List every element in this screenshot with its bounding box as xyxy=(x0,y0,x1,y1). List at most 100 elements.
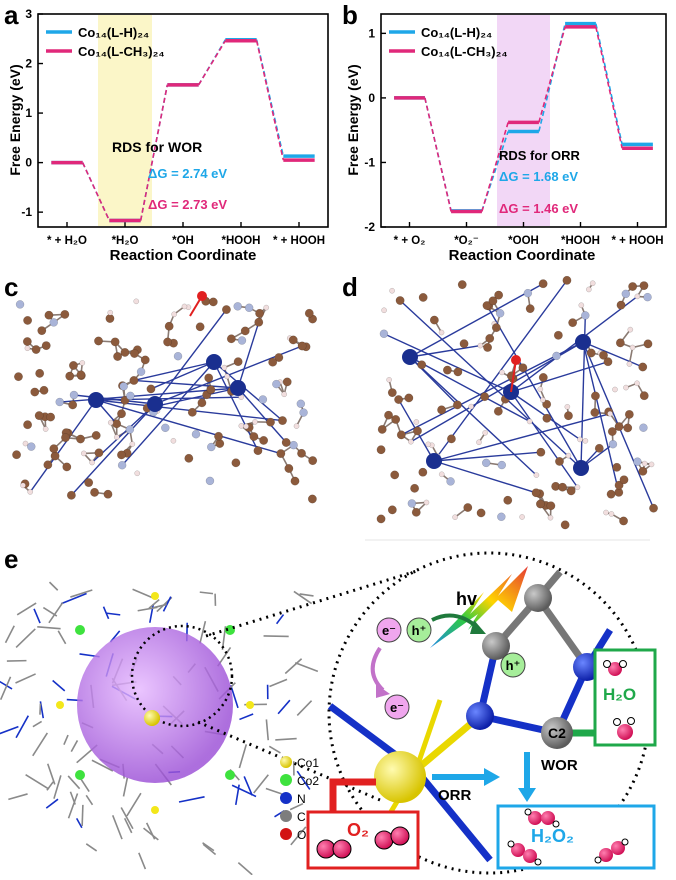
carbon-atom xyxy=(94,337,102,345)
cage-bond xyxy=(203,844,215,854)
oxygen-atom xyxy=(317,840,335,858)
cage-bond xyxy=(239,744,246,768)
cage-bond xyxy=(26,775,49,789)
co1-atom xyxy=(374,751,426,803)
legend-label-co14-l-h: Co₁₄(L-H)₂₄ xyxy=(78,25,149,40)
carbon-atom xyxy=(67,491,75,499)
y-tick-label: 1 xyxy=(368,26,375,40)
carbon-atom xyxy=(35,369,43,377)
carbon-atom xyxy=(649,504,657,512)
carbon-atom xyxy=(388,506,396,514)
nitrogen-atom xyxy=(16,300,24,308)
cage-bond xyxy=(0,727,18,734)
h2o2-label: H₂O₂ xyxy=(531,826,574,846)
carbon-atom xyxy=(405,394,413,402)
hydrogen-atom xyxy=(252,419,257,424)
cobalt-atom xyxy=(230,380,246,396)
carbon-atom xyxy=(391,415,399,423)
carbon-atom xyxy=(489,297,497,305)
panel-c-label: c xyxy=(4,272,18,302)
carbon-atom xyxy=(232,459,240,467)
hydrogen-atom xyxy=(243,424,248,429)
nitrogen-atom xyxy=(300,409,308,417)
hydrogen-atom xyxy=(527,419,532,424)
carbon-atom xyxy=(141,356,149,364)
carbon-atom xyxy=(42,341,50,349)
carbon-atom xyxy=(504,496,512,504)
cage-bond xyxy=(8,794,27,799)
hydrogen-atom xyxy=(612,387,617,392)
carbon-atom xyxy=(63,463,71,471)
hydrogen-atom xyxy=(381,308,386,313)
panel-b-legend: Co₁₄(L-H)₂₄ Co₁₄(L-CH₃)₂₄ xyxy=(389,25,508,59)
x-tick-label: *HOOH xyxy=(561,235,600,247)
cage-bond xyxy=(53,681,65,691)
carbon-atom xyxy=(40,386,48,394)
carbon-atom xyxy=(90,488,98,496)
hydrogen-atom xyxy=(577,437,582,442)
nitrogen-atom xyxy=(496,309,504,317)
carbon-atom xyxy=(282,438,290,446)
hydrogen-atom xyxy=(614,719,621,726)
carbon-atom xyxy=(391,471,399,479)
carbon-atom xyxy=(165,322,173,330)
cobalt-atom xyxy=(147,396,163,412)
y-tick-label: 1 xyxy=(25,106,32,120)
cavity-sphere xyxy=(77,627,233,783)
cage-bond xyxy=(48,764,55,785)
nitrogen-atom xyxy=(497,513,505,521)
carbon-atom xyxy=(61,433,69,441)
carbon-atom xyxy=(447,435,455,443)
nitrogen-atom xyxy=(126,425,134,433)
hydrogen-atom xyxy=(519,514,524,519)
carbon-atom xyxy=(209,298,217,306)
hydrogen-atom xyxy=(408,439,413,444)
cage-bond xyxy=(6,626,15,643)
carbon-atom xyxy=(227,335,235,343)
cage-bond xyxy=(50,582,58,590)
nitrogen-atom xyxy=(466,702,494,730)
hydrogen-atom xyxy=(476,440,481,445)
carbon-atom xyxy=(241,327,249,335)
cage-bond xyxy=(254,775,269,793)
carbon-atom xyxy=(537,448,545,456)
hydrogen-atom xyxy=(499,370,504,375)
cage-bond xyxy=(71,740,77,751)
carbon-atom xyxy=(477,509,485,517)
oxygen-atom xyxy=(375,831,393,849)
electron-transfer-arrow xyxy=(373,648,383,690)
carbon-atom xyxy=(555,457,563,465)
orr-label: ORR xyxy=(438,787,472,804)
cage-bond xyxy=(277,615,284,624)
nitrogen-atom xyxy=(70,391,78,399)
legend-co2: Co2 xyxy=(297,774,319,788)
co1-atom xyxy=(56,701,64,709)
o2-label: O₂ xyxy=(347,820,369,840)
carbon-atom xyxy=(460,340,468,348)
panel-e-label: e xyxy=(4,544,18,574)
x-tick-label: *H₂O xyxy=(112,235,139,247)
carbon-atom xyxy=(396,296,404,304)
carbon-atom xyxy=(607,490,615,498)
x-axis-label: Reaction Coordinate xyxy=(449,247,596,264)
hydrogen-atom xyxy=(80,360,85,365)
hydrogen-atom xyxy=(135,471,140,476)
co2-atom xyxy=(75,770,85,780)
x-tick-label: * + HOOH xyxy=(611,235,663,247)
carbon-atom xyxy=(278,416,286,424)
electron-label: e⁻ xyxy=(382,623,396,638)
cage-bond xyxy=(86,795,92,805)
y-axis-label: Free Energy (eV) xyxy=(345,64,361,175)
molecular-structure-c xyxy=(12,291,317,503)
carbon-atom xyxy=(639,467,647,475)
y-tick-label: 0 xyxy=(25,156,32,170)
hydrogen-atom xyxy=(426,442,431,447)
carbon-atom xyxy=(640,281,648,289)
cage-bond xyxy=(200,592,213,594)
cage-bond xyxy=(266,719,268,740)
carbon-atom xyxy=(308,456,316,464)
nitrogen-atom xyxy=(644,293,652,301)
cobalt-atom xyxy=(573,460,589,476)
nitrogen-atom xyxy=(56,398,64,406)
